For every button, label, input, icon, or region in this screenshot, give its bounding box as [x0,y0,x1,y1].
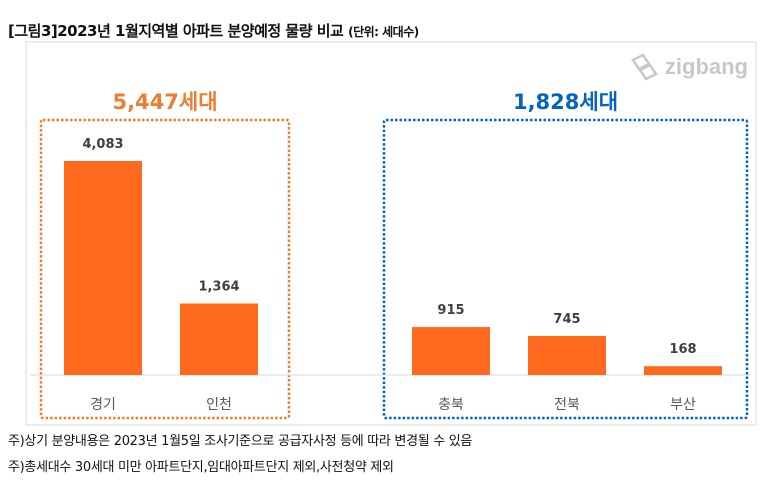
data-label: 168 [669,342,696,357]
data-label: 4,083 [82,137,123,152]
logo-icon [631,53,658,81]
group-label: 1,828세대 [513,90,618,114]
chart-title: [그림3]2023년 1월지역별 아파트 분양예정 물량 비교 (단위: 세대수… [8,20,419,41]
unit-label: (단위: 세대수) [348,25,419,39]
data-label: 745 [553,312,580,327]
title-text: [그림3]2023년 1월지역별 아파트 분양예정 물량 비교 [8,22,344,40]
x-tick-label: 부산 [670,397,696,413]
bar [412,327,490,375]
bar [64,161,142,375]
logo: zigbang [665,54,748,79]
x-tick-label: 전북 [554,397,580,413]
footnote-1: 주)상기 분양내용은 2023년 1월5일 조사기준으로 공급자사정 등에 따라… [8,434,473,449]
data-label: 915 [437,303,464,318]
group-box [382,118,749,420]
bar [528,335,606,375]
x-tick-label: 충북 [438,397,464,413]
group-label: 5,447세대 [112,90,217,114]
bar [180,303,258,375]
plot-border [25,41,757,426]
footnote-2: 주)총세대수 30세대 미만 아파트단지,임대아파트단지 제외,사전청약 제외 [8,460,394,475]
bar [644,366,722,375]
group-box [39,118,291,420]
x-tick-label: 인천 [206,397,232,413]
data-label: 1,364 [198,280,239,295]
x-tick-label: 경기 [90,397,116,413]
